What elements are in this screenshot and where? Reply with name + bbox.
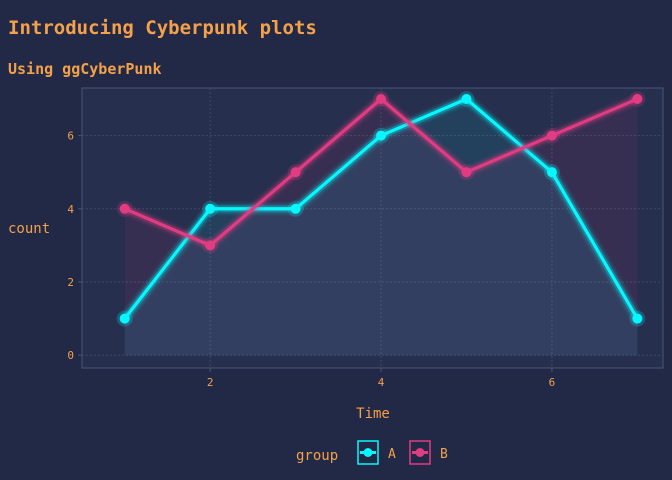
- data-point-b: [461, 167, 472, 178]
- legend: group A B: [296, 440, 448, 465]
- data-point-b: [119, 203, 130, 214]
- legend-title: group: [296, 448, 338, 464]
- data-point-a: [632, 313, 643, 324]
- chart-subtitle: Using ggCyberPunk: [8, 60, 162, 78]
- data-point-a: [290, 203, 301, 214]
- legend-dot-b: [415, 448, 425, 457]
- x-tick-label: 4: [378, 376, 385, 389]
- data-point-b: [205, 240, 216, 251]
- y-tick-label: 2: [67, 276, 74, 289]
- data-point-b: [632, 93, 643, 104]
- y-tick-label: 4: [67, 203, 74, 216]
- data-point-b: [376, 93, 387, 104]
- y-tick-label: 0: [67, 349, 74, 362]
- data-point-a: [205, 203, 216, 214]
- data-point-a: [461, 93, 472, 104]
- y-tick-label: 6: [67, 130, 74, 143]
- data-point-a: [119, 313, 130, 324]
- area-series-a: [124, 98, 638, 356]
- axis-ticks: 2 4 6 0 2 4 6: [67, 130, 555, 389]
- y-axis-title: count: [8, 221, 50, 237]
- area-fills: [124, 98, 638, 356]
- data-point-b: [290, 167, 301, 178]
- legend-label-a: A: [388, 447, 396, 462]
- x-tick-label: 6: [549, 376, 556, 389]
- grid-lines: [82, 88, 663, 368]
- data-point-b: [546, 130, 557, 141]
- legend-label-b: B: [440, 447, 448, 462]
- data-point-a: [546, 167, 557, 178]
- legend-dot-a: [363, 448, 373, 457]
- x-axis-title: Time: [356, 406, 390, 422]
- data-point-a: [376, 130, 387, 141]
- x-tick-label: 2: [207, 376, 214, 389]
- area-series-b: [124, 98, 638, 356]
- series-lines: [116, 90, 646, 327]
- chart-title: Introducing Cyberpunk plots: [8, 17, 317, 39]
